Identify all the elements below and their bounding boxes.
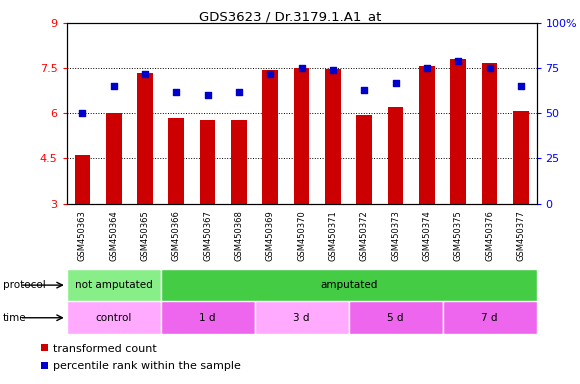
Point <box>203 92 212 98</box>
Bar <box>387 107 404 204</box>
Bar <box>349 301 443 334</box>
Point <box>109 83 118 89</box>
Text: time: time <box>3 313 27 323</box>
Bar <box>74 156 90 204</box>
Bar <box>67 269 161 301</box>
Point <box>485 65 494 71</box>
Point <box>328 67 338 73</box>
Bar <box>67 301 161 334</box>
Text: amputated: amputated <box>320 280 377 290</box>
Point <box>234 89 244 95</box>
Point <box>78 110 87 116</box>
Bar <box>443 301 536 334</box>
Bar <box>419 66 435 204</box>
Point <box>266 71 275 77</box>
Bar <box>200 120 216 204</box>
Point <box>391 79 400 86</box>
Point <box>140 71 150 77</box>
Text: 7 d: 7 d <box>481 313 498 323</box>
Bar <box>450 58 466 204</box>
Bar <box>325 69 341 204</box>
Text: 1 d: 1 d <box>200 313 216 323</box>
Text: 5 d: 5 d <box>387 313 404 323</box>
Point <box>422 65 432 71</box>
Point <box>516 83 525 89</box>
Point <box>454 58 463 64</box>
Bar <box>262 70 278 204</box>
Text: 3 d: 3 d <box>293 313 310 323</box>
Bar <box>481 63 498 204</box>
Bar <box>513 111 528 204</box>
Bar <box>106 113 122 204</box>
Bar <box>231 120 247 204</box>
Text: protocol: protocol <box>3 280 46 290</box>
Text: not amputated: not amputated <box>75 280 153 290</box>
Point <box>360 87 369 93</box>
Bar <box>161 301 255 334</box>
Bar <box>356 115 372 204</box>
Text: transformed count: transformed count <box>53 344 157 354</box>
Point <box>297 65 306 71</box>
Bar <box>169 118 184 204</box>
Bar <box>293 68 310 204</box>
Point <box>172 89 181 95</box>
Bar <box>255 301 349 334</box>
Text: control: control <box>96 313 132 323</box>
Bar <box>161 269 536 301</box>
Text: GDS3623 / Dr.3179.1.A1_at: GDS3623 / Dr.3179.1.A1_at <box>199 10 381 23</box>
Bar <box>137 73 153 204</box>
Text: percentile rank within the sample: percentile rank within the sample <box>53 361 241 371</box>
